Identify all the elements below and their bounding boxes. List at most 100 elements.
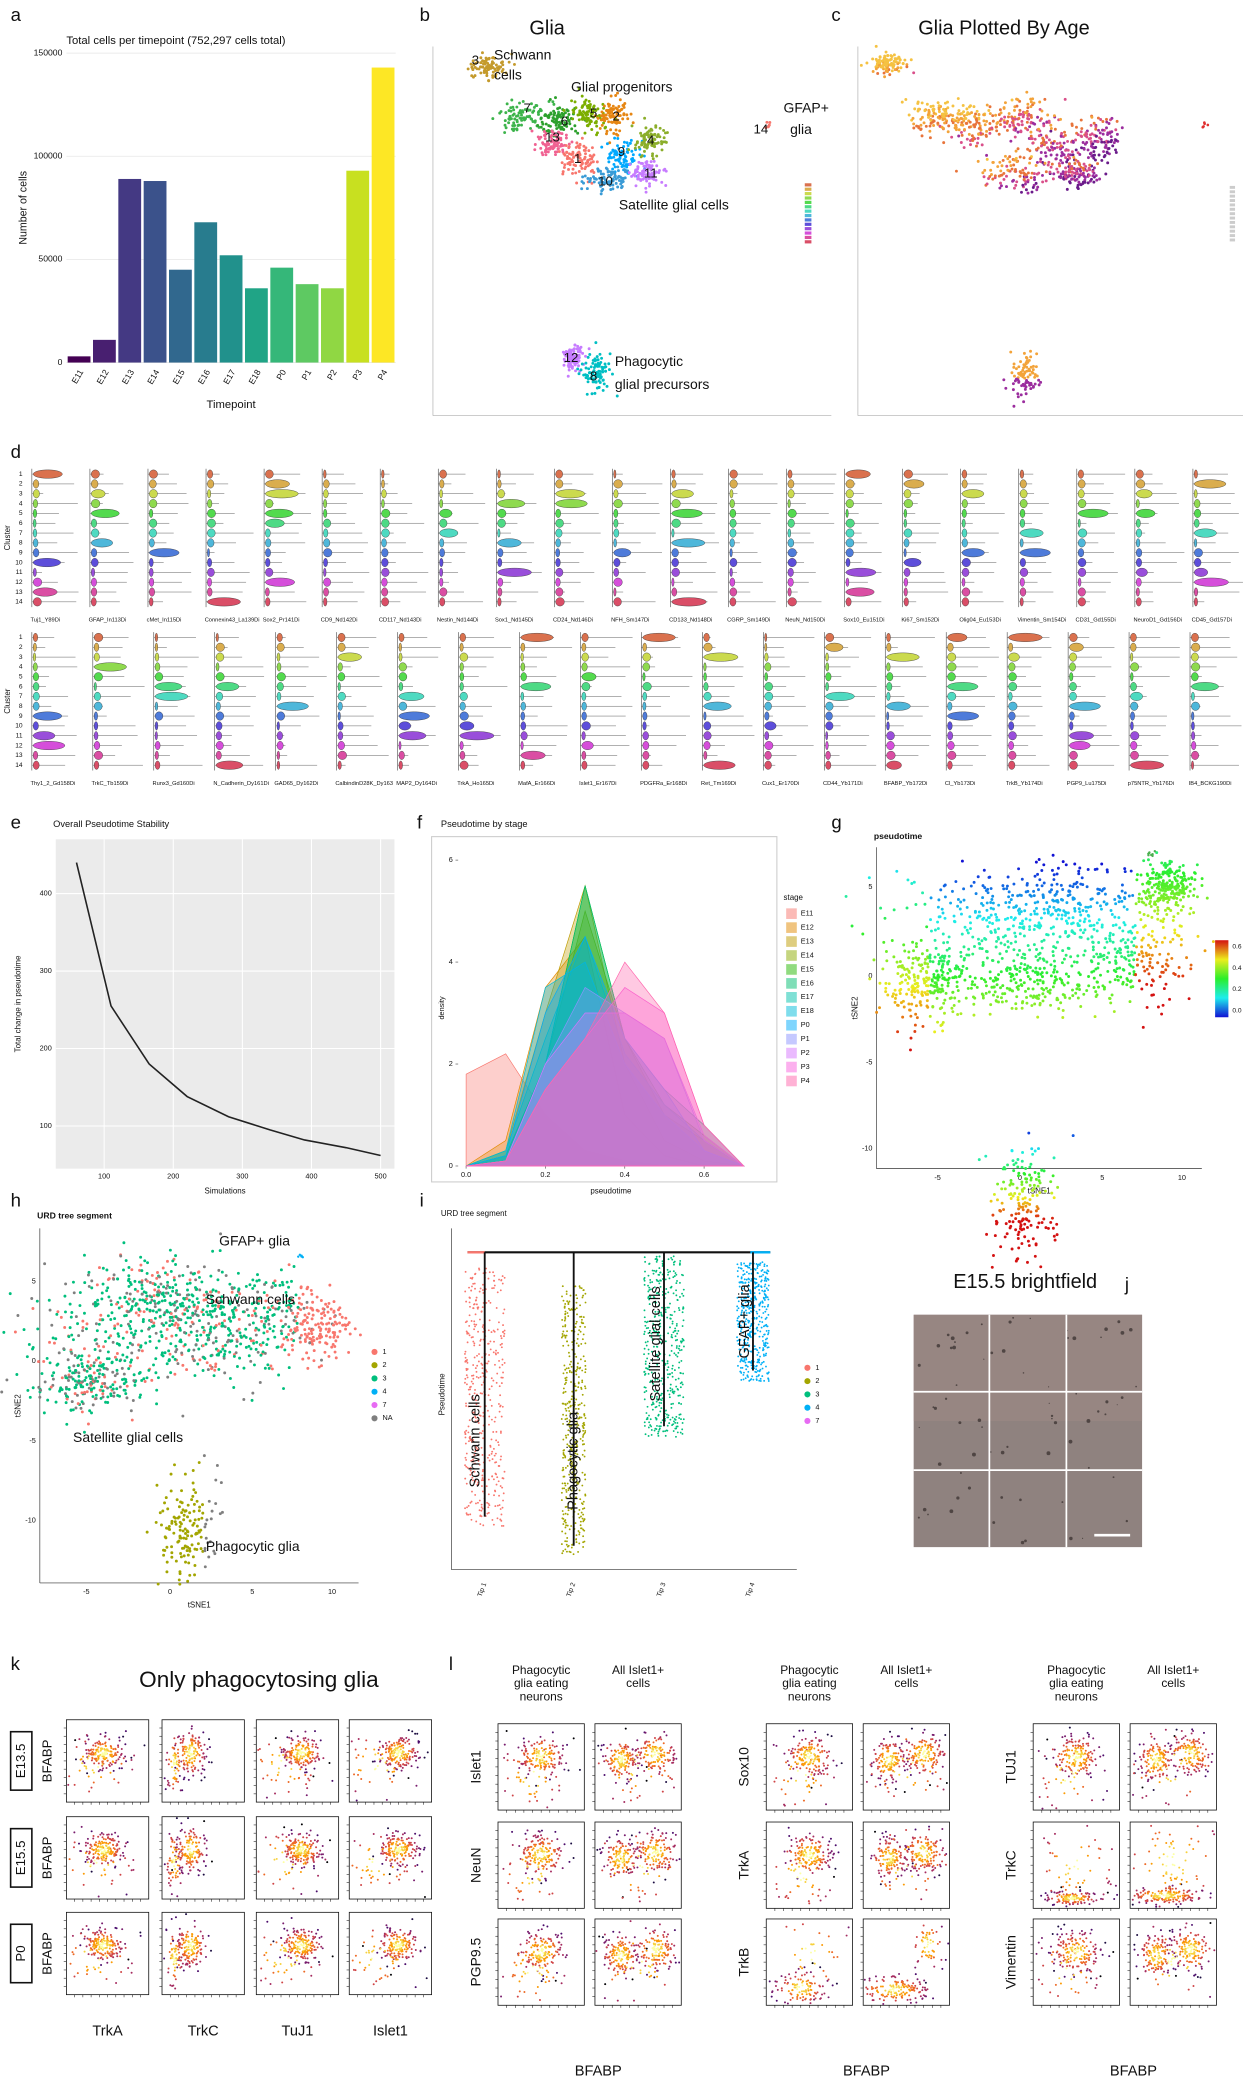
violin: [149, 587, 155, 597]
cell-dot: [539, 135, 543, 139]
cell-dot: [1039, 380, 1043, 384]
cell-dot: [1028, 918, 1032, 922]
cell-dot: [1089, 905, 1093, 909]
cell-dot: [580, 362, 584, 366]
cell-dot: [965, 967, 969, 970]
violin: [33, 672, 39, 682]
cell-dot: [1080, 127, 1084, 131]
violin: [555, 558, 561, 567]
cell-dot: [1029, 115, 1033, 119]
cell-dot: [1190, 876, 1194, 880]
cell-dot: [1052, 959, 1056, 963]
cell-dot: [491, 74, 495, 78]
cluster-label: 6: [19, 520, 23, 527]
cell-dot: [1066, 148, 1070, 152]
cell-dot: [991, 114, 995, 118]
violin: [1008, 711, 1016, 721]
cell-dot: [954, 967, 958, 971]
cell-dot: [1010, 167, 1014, 171]
cell-dot: [1026, 128, 1030, 132]
violin: [613, 587, 617, 597]
cluster-label: 3: [472, 53, 479, 68]
violin: [581, 652, 589, 662]
cell-dot: [1046, 113, 1050, 117]
cell-dot: [941, 1029, 945, 1033]
violin: [265, 567, 274, 577]
cell-dot: [1022, 400, 1026, 404]
cell-dot: [1029, 355, 1033, 359]
cell-dot: [951, 104, 955, 108]
cluster-label: 6: [19, 683, 23, 690]
cell-dot: [626, 117, 630, 121]
legend-swatch: [804, 222, 812, 226]
violin: [439, 479, 445, 489]
cell-dot: [1041, 180, 1045, 184]
cell-dot: [1189, 963, 1193, 967]
cell-dot: [925, 102, 929, 106]
violin: [207, 597, 241, 607]
cell-dot: [630, 124, 634, 128]
cell-dot: [960, 133, 964, 137]
cell-dot: [1200, 884, 1204, 887]
cell-dot: [510, 127, 514, 131]
cell-dot: [1147, 953, 1151, 957]
cell-dot: [562, 108, 566, 112]
violin: [265, 597, 271, 607]
cell-dot: [1077, 872, 1081, 876]
cell-dot: [491, 117, 495, 121]
cell-dot: [1023, 956, 1027, 960]
cell-dot: [1038, 951, 1042, 955]
violin: [1077, 558, 1087, 567]
violin: [91, 567, 95, 577]
cell-dot: [865, 61, 869, 65]
cell-dot: [961, 964, 965, 968]
cell-dot: [1009, 979, 1013, 983]
cell-dot: [586, 177, 590, 180]
cell-dot: [578, 347, 582, 350]
violin: [947, 760, 953, 770]
cluster-label: 8: [19, 540, 23, 547]
cell-dot: [584, 366, 588, 370]
violin: [439, 469, 447, 479]
cell-dot: [941, 1020, 945, 1024]
cell-dot: [1120, 889, 1124, 893]
cell-dot: [1012, 948, 1016, 952]
cell-dot: [872, 958, 876, 962]
violin: [149, 528, 157, 538]
violin: [1130, 682, 1137, 692]
cell-dot: [1159, 896, 1163, 900]
cell-dot: [585, 392, 589, 396]
cell-dot: [600, 356, 604, 360]
cell-dot: [924, 957, 927, 961]
violin: [764, 701, 772, 711]
violin: [381, 489, 387, 499]
violin: [903, 469, 913, 479]
legend-swatch: [804, 192, 812, 196]
cell-dot: [1091, 940, 1095, 944]
legend-swatch: [786, 922, 797, 933]
cell-dot: [925, 948, 929, 952]
violin: [459, 642, 464, 652]
violin: [581, 632, 589, 642]
cell-dot: [501, 63, 505, 67]
cell-dot: [1097, 941, 1101, 944]
cell-dot: [1038, 956, 1042, 960]
cell-dot: [1033, 901, 1037, 905]
cell-dot: [906, 981, 910, 985]
cell-dot: [597, 385, 601, 389]
cell-dot: [1065, 921, 1069, 925]
cell-dot: [1025, 356, 1029, 360]
cell-dot: [982, 113, 986, 117]
violin: [671, 597, 707, 607]
cell-dot: [484, 56, 488, 60]
violin: [207, 558, 212, 567]
violin: [729, 499, 735, 509]
cell-dot: [1033, 980, 1036, 984]
cell-dot: [1041, 999, 1045, 1003]
cell-dot: [1070, 167, 1074, 171]
cell-dot: [1090, 960, 1094, 964]
cell-dot: [1130, 940, 1134, 944]
x-tick-label: E12: [94, 367, 110, 385]
cell-dot: [1018, 969, 1022, 973]
